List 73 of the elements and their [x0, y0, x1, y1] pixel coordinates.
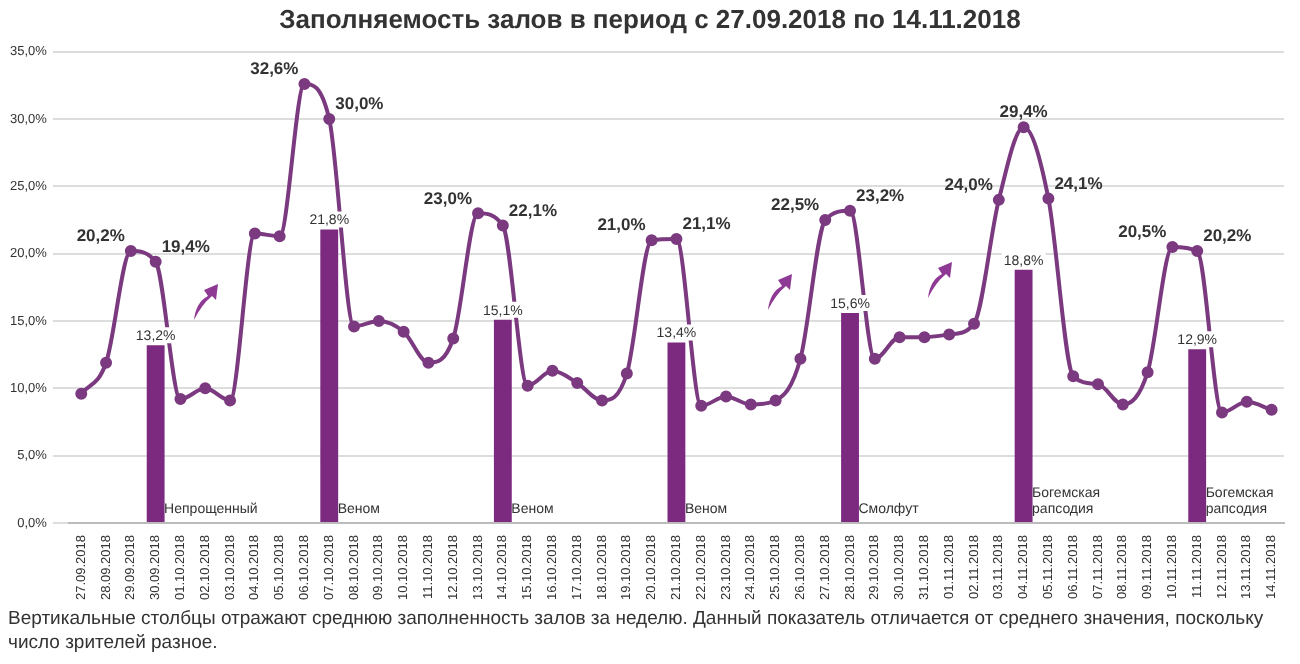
- point: [174, 393, 187, 406]
- bar: [1188, 349, 1207, 522]
- data-label: 20,2%: [1203, 225, 1253, 246]
- point: [1017, 121, 1030, 134]
- point: [918, 331, 931, 344]
- point: [224, 394, 237, 407]
- point: [546, 364, 559, 377]
- point: [769, 394, 782, 407]
- point: [248, 227, 261, 240]
- chart-title: Заполняемость залов в период с 27.09.2018 по 14.11.2018: [277, 2, 1023, 38]
- point: [571, 376, 584, 389]
- data-label: 21,1%: [682, 213, 732, 234]
- point: [1265, 403, 1278, 416]
- data-label: 24,1%: [1054, 172, 1104, 193]
- point: [447, 332, 460, 345]
- point: [1116, 398, 1129, 411]
- point: [1240, 395, 1253, 408]
- point: [1191, 245, 1204, 258]
- point: [496, 219, 509, 232]
- bar: [841, 312, 859, 522]
- data-label: 22,1%: [508, 199, 558, 220]
- point: [1092, 378, 1105, 391]
- point: [720, 390, 733, 403]
- bar: [1014, 269, 1033, 522]
- point: [1166, 240, 1179, 253]
- point: [472, 207, 485, 220]
- point: [868, 352, 881, 365]
- point: [596, 394, 609, 407]
- point: [893, 331, 906, 344]
- data-label: 21,0%: [597, 214, 647, 235]
- point: [75, 387, 88, 400]
- point: [992, 193, 1005, 206]
- point: [1067, 370, 1080, 383]
- point: [670, 232, 683, 245]
- point: [794, 352, 807, 365]
- point: [819, 214, 832, 227]
- data-label: 32,6%: [250, 58, 300, 79]
- point: [1042, 192, 1055, 205]
- point: [943, 328, 956, 341]
- point: [844, 204, 857, 217]
- data-label: 22,5%: [771, 194, 821, 215]
- bar: [146, 345, 165, 522]
- data-label: 23,2%: [856, 184, 906, 205]
- point: [968, 317, 981, 330]
- text: Вертикальные столбцы отражают среднюю заполненность залов за неделю. Данный показатель отличается от среднего значения, поскольку число зрителей разное.: [6, 606, 1266, 658]
- data-label: 19,4%: [161, 235, 211, 256]
- point: [149, 255, 162, 268]
- point: [199, 382, 212, 395]
- point: [521, 379, 534, 392]
- point: [372, 315, 385, 328]
- data-label: 20,2%: [76, 225, 126, 246]
- point: [744, 398, 757, 411]
- point: [620, 367, 633, 380]
- bar: [493, 319, 512, 522]
- point: [348, 320, 361, 333]
- data-label: 20,5%: [1118, 221, 1168, 242]
- point: [397, 325, 410, 338]
- data-label: 23,0%: [423, 187, 473, 208]
- point: [100, 356, 113, 369]
- point: [695, 399, 708, 412]
- bar: [667, 342, 686, 522]
- point: [422, 356, 435, 369]
- point: [273, 230, 286, 243]
- point: [1141, 366, 1154, 379]
- point: [323, 113, 336, 126]
- point: [1216, 406, 1228, 419]
- data-label: 24,0%: [944, 174, 994, 195]
- point: [645, 234, 658, 247]
- point: [124, 245, 137, 258]
- data-label: 29,4%: [999, 101, 1049, 122]
- point: [298, 78, 311, 91]
- data-label: 30,0%: [335, 93, 385, 114]
- bar: [320, 229, 339, 522]
